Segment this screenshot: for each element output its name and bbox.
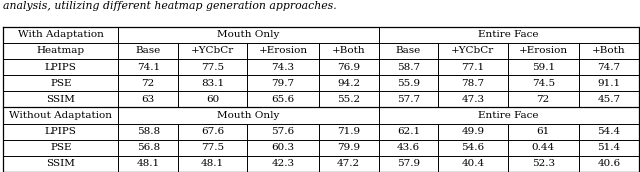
Text: 63: 63 (141, 95, 155, 104)
Text: 51.4: 51.4 (597, 143, 620, 152)
Text: 78.7: 78.7 (461, 79, 484, 88)
Text: 83.1: 83.1 (201, 79, 224, 88)
Text: 72: 72 (536, 95, 550, 104)
Text: 77.5: 77.5 (201, 143, 224, 152)
Text: Mouth Only: Mouth Only (217, 30, 280, 39)
Text: +YCbCr: +YCbCr (191, 46, 234, 55)
Text: 67.6: 67.6 (201, 127, 224, 136)
Text: +Both: +Both (592, 46, 626, 55)
Text: 54.4: 54.4 (597, 127, 620, 136)
Text: +YCbCr: +YCbCr (451, 46, 495, 55)
Text: 74.1: 74.1 (137, 63, 160, 72)
Text: SSIM: SSIM (46, 95, 76, 104)
Text: 60: 60 (206, 95, 220, 104)
Text: With Adaptation: With Adaptation (18, 30, 104, 39)
Text: +Erosion: +Erosion (259, 46, 308, 55)
Text: 55.2: 55.2 (337, 95, 360, 104)
Text: 47.2: 47.2 (337, 159, 360, 168)
Text: 42.3: 42.3 (271, 159, 294, 168)
Text: 79.7: 79.7 (271, 79, 294, 88)
Text: 55.9: 55.9 (397, 79, 420, 88)
Text: LPIPS: LPIPS (45, 127, 77, 136)
Text: Heatmap: Heatmap (36, 46, 85, 55)
Text: Mouth Only: Mouth Only (217, 111, 280, 120)
Text: 94.2: 94.2 (337, 79, 360, 88)
Text: 57.6: 57.6 (271, 127, 294, 136)
Text: 65.6: 65.6 (271, 95, 294, 104)
Text: 58.8: 58.8 (137, 127, 160, 136)
Text: 54.6: 54.6 (461, 143, 484, 152)
Text: 74.3: 74.3 (271, 63, 294, 72)
Text: 79.9: 79.9 (337, 143, 360, 152)
Text: Entire Face: Entire Face (478, 30, 539, 39)
Text: PSE: PSE (50, 143, 72, 152)
Text: 60.3: 60.3 (271, 143, 294, 152)
Text: 45.7: 45.7 (597, 95, 620, 104)
Text: Without Adaptation: Without Adaptation (9, 111, 112, 120)
Text: 59.1: 59.1 (532, 63, 555, 72)
Text: 56.8: 56.8 (137, 143, 160, 152)
Text: 49.9: 49.9 (461, 127, 484, 136)
Text: 91.1: 91.1 (597, 79, 620, 88)
Text: 57.7: 57.7 (397, 95, 420, 104)
Text: 71.9: 71.9 (337, 127, 360, 136)
Text: analysis, utilizing different heatmap generation approaches.: analysis, utilizing different heatmap ge… (3, 1, 337, 11)
Text: +Erosion: +Erosion (518, 46, 568, 55)
Text: Entire Face: Entire Face (478, 111, 539, 120)
Text: 48.1: 48.1 (201, 159, 224, 168)
Text: 48.1: 48.1 (137, 159, 160, 168)
Text: PSE: PSE (50, 79, 72, 88)
Text: 62.1: 62.1 (397, 127, 420, 136)
Text: 77.1: 77.1 (461, 63, 484, 72)
Text: 77.5: 77.5 (201, 63, 224, 72)
Text: 52.3: 52.3 (532, 159, 555, 168)
Text: Base: Base (136, 46, 161, 55)
Text: 40.4: 40.4 (461, 159, 484, 168)
Text: 47.3: 47.3 (461, 95, 484, 104)
Text: 43.6: 43.6 (397, 143, 420, 152)
Text: 0.44: 0.44 (532, 143, 555, 152)
Text: 74.5: 74.5 (532, 79, 555, 88)
Text: 58.7: 58.7 (397, 63, 420, 72)
Text: 57.9: 57.9 (397, 159, 420, 168)
Text: 74.7: 74.7 (597, 63, 620, 72)
Text: 72: 72 (141, 79, 155, 88)
Text: Base: Base (396, 46, 421, 55)
Text: 61: 61 (536, 127, 550, 136)
Text: SSIM: SSIM (46, 159, 76, 168)
Text: LPIPS: LPIPS (45, 63, 77, 72)
Text: 40.6: 40.6 (597, 159, 620, 168)
Text: 76.9: 76.9 (337, 63, 360, 72)
Text: +Both: +Both (332, 46, 365, 55)
